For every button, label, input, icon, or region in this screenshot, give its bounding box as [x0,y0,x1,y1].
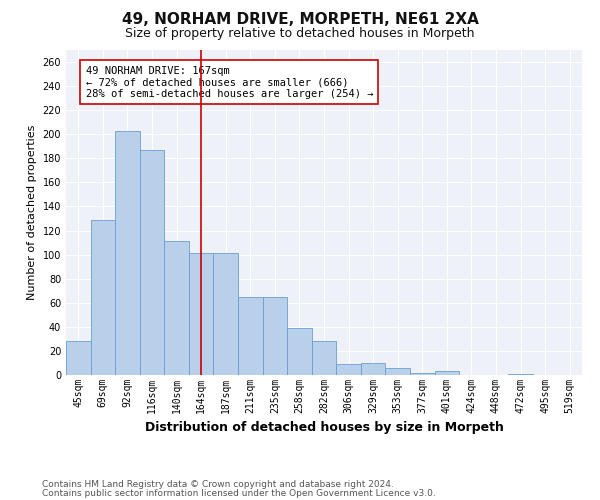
Bar [385,368,410,375]
Bar [91,220,115,375]
Text: Contains public sector information licensed under the Open Government Licence v3: Contains public sector information licen… [42,489,436,498]
Bar [140,150,164,375]
Bar [263,297,287,375]
Bar [164,242,189,375]
Bar [287,328,312,375]
Bar [361,363,385,375]
Text: Size of property relative to detached houses in Morpeth: Size of property relative to detached ho… [125,28,475,40]
Bar [115,130,140,375]
Bar [410,372,434,375]
Y-axis label: Number of detached properties: Number of detached properties [27,125,37,300]
Text: 49 NORHAM DRIVE: 167sqm
← 72% of detached houses are smaller (666)
28% of semi-d: 49 NORHAM DRIVE: 167sqm ← 72% of detache… [86,66,373,99]
Bar [336,364,361,375]
Bar [66,342,91,375]
X-axis label: Distribution of detached houses by size in Morpeth: Distribution of detached houses by size … [145,422,503,434]
Bar [214,254,238,375]
Bar [312,342,336,375]
Bar [434,372,459,375]
Bar [189,254,214,375]
Text: 49, NORHAM DRIVE, MORPETH, NE61 2XA: 49, NORHAM DRIVE, MORPETH, NE61 2XA [122,12,478,28]
Bar [238,297,263,375]
Bar [508,374,533,375]
Text: Contains HM Land Registry data © Crown copyright and database right 2024.: Contains HM Land Registry data © Crown c… [42,480,394,489]
